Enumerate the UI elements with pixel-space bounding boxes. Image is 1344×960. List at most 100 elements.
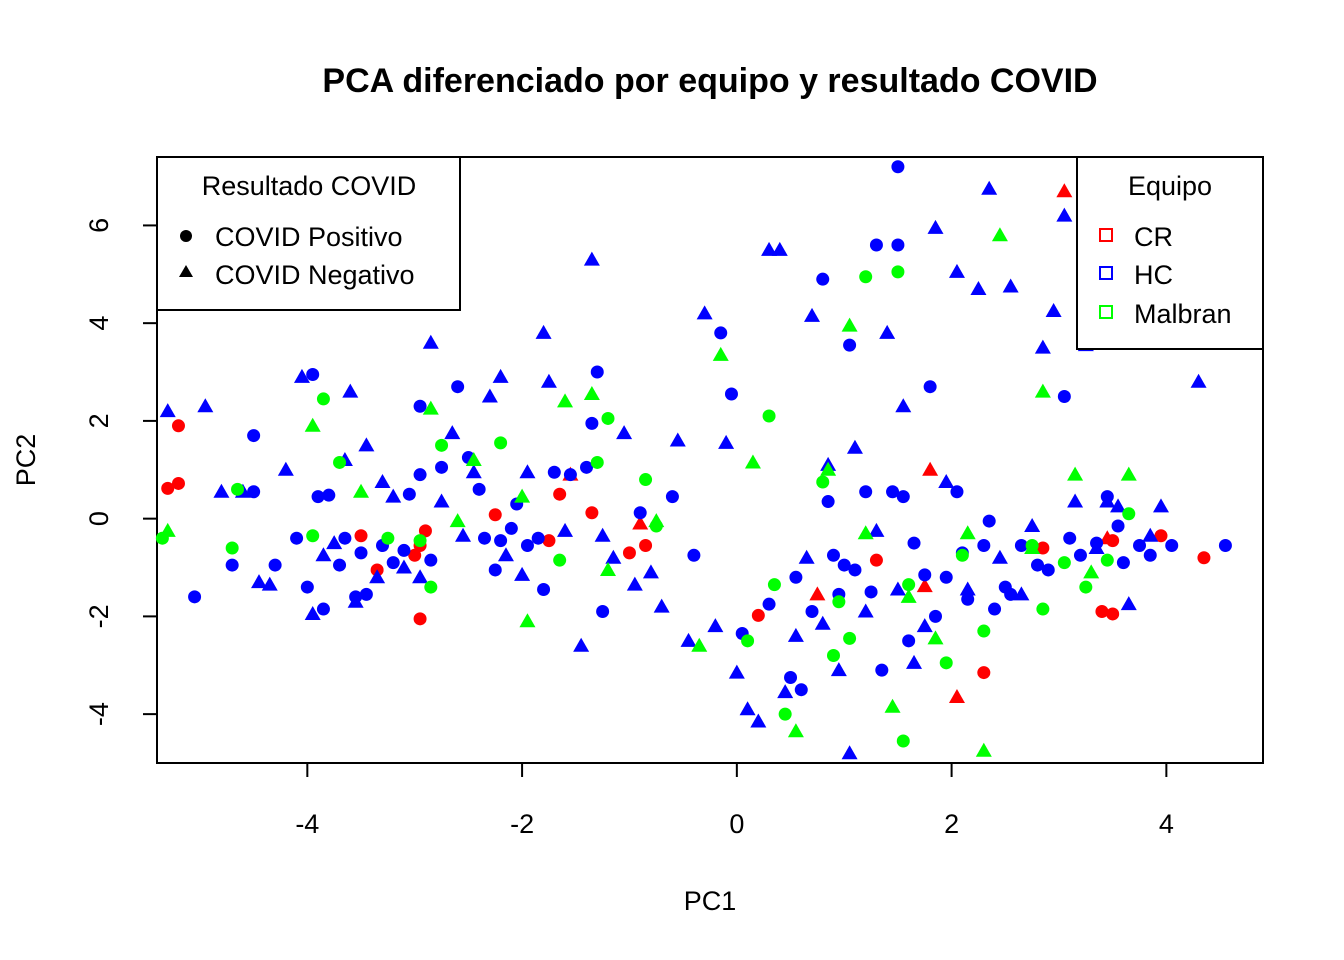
point-hc-positive — [1116, 556, 1130, 570]
point-hc-positive — [580, 460, 594, 474]
point-cr-negative — [809, 586, 826, 601]
point-cr-positive — [585, 506, 599, 520]
point-hc-positive — [520, 539, 534, 553]
point-hc-negative — [1067, 493, 1084, 508]
point-malbran-positive — [741, 634, 755, 648]
point-hc-positive — [1057, 389, 1071, 403]
point-hc-positive — [472, 482, 486, 496]
point-cr-negative — [632, 515, 649, 530]
point-hc-negative — [1002, 278, 1019, 293]
point-hc-negative — [326, 535, 343, 550]
point-malbran-negative — [1067, 466, 1084, 481]
point-hc-negative — [739, 701, 756, 716]
y-tick-label: 0 — [84, 511, 114, 526]
point-hc-positive — [714, 326, 728, 340]
point-hc-negative — [385, 488, 402, 503]
point-hc-negative — [395, 559, 412, 574]
point-hc-positive — [843, 338, 857, 352]
point-malbran-negative — [514, 488, 531, 503]
point-malbran-negative — [991, 227, 1008, 242]
point-malbran-positive — [767, 578, 781, 592]
point-hc-positive — [859, 485, 873, 499]
point-hc-positive — [1041, 563, 1055, 577]
point-hc-negative — [251, 574, 268, 589]
point-hc-negative — [315, 547, 332, 562]
point-hc-negative — [787, 627, 804, 642]
point-malbran-negative — [304, 417, 321, 432]
point-hc-negative — [422, 334, 439, 349]
legend-swatch-hc — [1099, 266, 1113, 280]
point-hc-negative — [846, 439, 863, 454]
point-hc-positive — [306, 367, 320, 381]
point-malbran-positive — [590, 455, 604, 469]
x-axis-label: PC1 — [684, 886, 737, 916]
x-axis: -4 -2 0 2 4 — [295, 762, 1174, 839]
point-malbran-positive — [816, 475, 830, 489]
point-hc-negative — [616, 425, 633, 440]
point-hc-positive — [1063, 531, 1077, 545]
point-hc-positive — [977, 539, 991, 553]
point-malbran-positive — [231, 482, 245, 496]
point-hc-negative — [680, 632, 697, 647]
point-hc-positive — [891, 160, 905, 174]
point-hc-positive — [316, 602, 330, 616]
point-hc-negative — [707, 618, 724, 633]
data-points — [155, 160, 1232, 760]
x-tick-label: 0 — [729, 809, 744, 839]
point-hc-negative — [369, 569, 386, 584]
point-hc-negative — [771, 241, 788, 256]
point-malbran-negative — [841, 317, 858, 332]
point-malbran-negative — [465, 452, 482, 466]
point-hc-positive — [537, 583, 551, 597]
point-malbran-positive — [1057, 556, 1071, 570]
point-hc-positive — [805, 605, 819, 618]
point-hc-positive — [665, 490, 679, 504]
point-hc-negative — [213, 483, 230, 498]
point-hc-positive — [225, 558, 239, 572]
point-hc-positive — [478, 531, 492, 545]
point-hc-positive — [290, 531, 304, 545]
point-hc-negative — [347, 593, 364, 608]
point-hc-negative — [669, 432, 686, 447]
point-hc-negative — [573, 637, 590, 652]
point-cr-positive — [542, 534, 556, 548]
point-hc-negative — [879, 324, 896, 339]
x-tick-label: -4 — [295, 809, 319, 839]
point-malbran-negative — [1120, 466, 1137, 481]
point-malbran-positive — [826, 648, 840, 662]
point-cr-positive — [161, 481, 175, 495]
point-hc-negative — [916, 618, 933, 633]
y-tick-label: 6 — [84, 218, 114, 233]
point-hc-positive — [435, 460, 449, 474]
point-hc-negative — [777, 684, 794, 699]
point-hc-negative — [830, 662, 847, 677]
point-hc-negative — [197, 398, 214, 413]
point-hc-positive — [762, 597, 776, 611]
point-hc-negative — [970, 280, 987, 295]
point-hc-positive — [907, 536, 921, 550]
point-malbran-negative — [159, 522, 176, 537]
point-malbran-negative — [353, 483, 370, 498]
point-hc-positive — [869, 238, 883, 252]
point-hc-positive — [784, 670, 798, 684]
legend-label-cr: CR — [1134, 222, 1173, 252]
point-hc-positive — [902, 634, 916, 648]
point-hc-positive — [1133, 539, 1147, 553]
point-hc-negative — [159, 403, 176, 418]
point-malbran-negative — [1034, 383, 1051, 398]
point-cr-positive — [418, 524, 432, 538]
point-cr-positive — [553, 487, 567, 501]
point-hc-positive — [311, 490, 325, 504]
point-malbran-positive — [1100, 553, 1114, 567]
legend-triangle-icon — [179, 265, 193, 277]
x-tick-label: -2 — [510, 809, 534, 839]
point-hc-negative — [1045, 302, 1062, 317]
shape-legend-box — [156, 156, 461, 311]
point-hc-positive — [488, 563, 502, 577]
point-hc-positive — [413, 399, 427, 413]
point-malbran-positive — [859, 270, 873, 284]
point-malbran-negative — [857, 525, 874, 540]
point-malbran-positive — [891, 265, 905, 279]
point-malbran-negative — [583, 386, 600, 401]
